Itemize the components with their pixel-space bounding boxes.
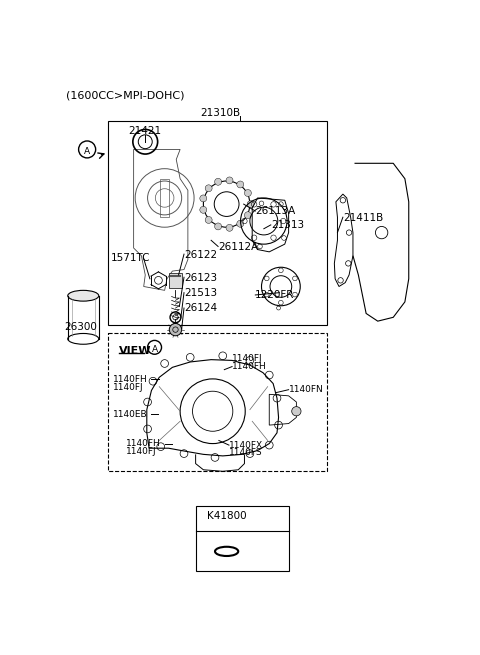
Circle shape [205,185,212,192]
Text: 1140FN: 1140FN [288,385,324,394]
Circle shape [226,225,233,231]
Text: A: A [152,345,157,354]
Circle shape [237,220,244,227]
Circle shape [226,177,233,184]
Circle shape [205,216,212,223]
Text: 21411B: 21411B [343,213,383,223]
Text: 26113A: 26113A [255,206,296,216]
Polygon shape [169,272,181,288]
Text: 1140FH: 1140FH [126,439,161,448]
Text: 1140FJ: 1140FJ [232,354,263,364]
Circle shape [244,212,252,219]
Text: K41800: K41800 [207,512,246,521]
Text: VIEW: VIEW [119,346,151,356]
Circle shape [200,195,207,202]
Circle shape [200,206,207,214]
Text: 21313: 21313 [271,220,304,231]
Circle shape [169,324,181,336]
Circle shape [247,200,254,208]
Circle shape [244,189,252,196]
Text: 1220FR: 1220FR [255,290,295,301]
Text: 1140FJ: 1140FJ [126,447,156,456]
Text: 1140FH: 1140FH [113,375,147,384]
Text: 1140EB: 1140EB [113,409,147,419]
Text: 1140FJ: 1140FJ [113,383,144,392]
Circle shape [237,181,244,188]
Text: 1140FH: 1140FH [232,362,267,371]
Circle shape [215,223,222,230]
Text: 1140FS: 1140FS [229,448,263,457]
Text: 26124: 26124 [184,303,217,314]
Circle shape [215,178,222,185]
Text: 21421: 21421 [128,126,161,136]
Text: (1600CC>MPI-DOHC): (1600CC>MPI-DOHC) [66,90,185,100]
Text: 26300: 26300 [64,322,97,332]
Ellipse shape [68,290,99,301]
Circle shape [292,407,301,416]
Text: A: A [84,147,90,156]
Text: 26122: 26122 [184,250,217,259]
Text: 21310B: 21310B [200,108,240,118]
Text: 1571TC: 1571TC [110,253,150,263]
Text: 21513: 21513 [184,288,217,298]
Text: 26112A: 26112A [218,242,258,252]
Text: 26123: 26123 [184,272,217,283]
Text: 1140FX: 1140FX [229,441,263,449]
